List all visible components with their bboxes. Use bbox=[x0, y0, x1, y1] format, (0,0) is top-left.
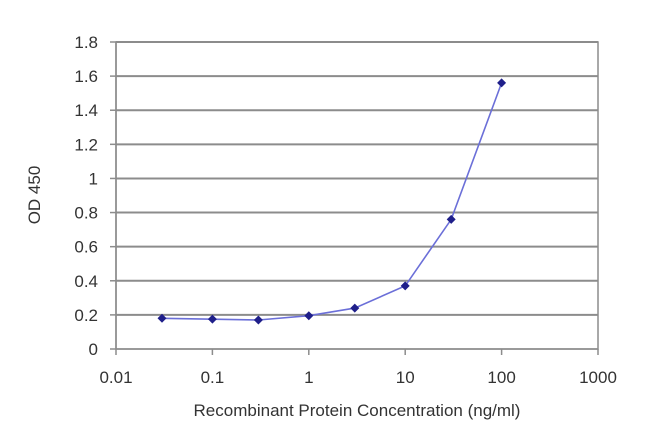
y-tick-label: 1.2 bbox=[74, 135, 98, 154]
y-tick-label: 0 bbox=[89, 340, 98, 359]
series-line bbox=[161, 82, 503, 321]
axes bbox=[110, 41, 599, 355]
data-point bbox=[446, 214, 456, 224]
x-tick-label: 1 bbox=[304, 368, 313, 387]
y-tick-label: 1.6 bbox=[74, 67, 98, 86]
x-axis-title: Recombinant Protein Concentration (ng/ml… bbox=[194, 401, 521, 420]
x-tick-label: 1000 bbox=[579, 368, 617, 387]
y-tick-label: 0.4 bbox=[74, 272, 98, 291]
x-tick-label: 0.01 bbox=[99, 368, 132, 387]
data-point bbox=[253, 315, 263, 325]
y-tick-label: 0.6 bbox=[74, 238, 98, 257]
data-point bbox=[207, 314, 217, 324]
data-point bbox=[350, 303, 360, 313]
y-axis-title: OD 450 bbox=[25, 166, 44, 225]
x-tick-label: 0.1 bbox=[201, 368, 225, 387]
data-point bbox=[497, 78, 507, 88]
y-tick-labels: 0 0.2 0.4 0.6 0.8 1 1.2 1.4 1.6 1.8 bbox=[74, 33, 98, 359]
y-tick-label: 0.2 bbox=[74, 306, 98, 325]
y-tick-label: 1.4 bbox=[74, 101, 98, 120]
y-tick-label: 1 bbox=[89, 169, 98, 188]
y-tick-label: 0.8 bbox=[74, 204, 98, 223]
gridlines bbox=[116, 41, 598, 316]
x-tick-labels: 0.01 0.1 1 10 100 1000 bbox=[99, 368, 616, 387]
y-tick-label: 1.8 bbox=[74, 33, 98, 52]
data-series bbox=[157, 78, 507, 325]
plot-area bbox=[115, 41, 599, 350]
data-point bbox=[400, 281, 410, 291]
x-tick-label: 10 bbox=[396, 368, 415, 387]
x-tick-label: 100 bbox=[487, 368, 515, 387]
data-point bbox=[304, 311, 314, 321]
data-point bbox=[157, 313, 167, 323]
